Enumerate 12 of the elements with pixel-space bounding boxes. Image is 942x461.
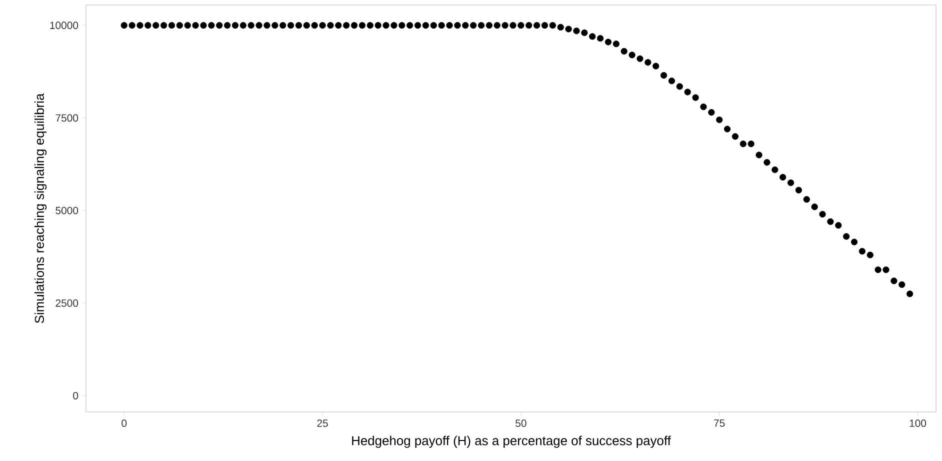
y-tick-label: 10000	[50, 22, 78, 30]
x-tick-label: 50	[516, 420, 526, 427]
y-axis-title: Simulations reaching signaling equilibria	[34, 93, 47, 324]
y-tick-label: 0	[73, 392, 78, 400]
x-tick-label: 100	[910, 420, 926, 427]
y-tick-label: 2500	[56, 299, 78, 307]
y-tick-label: 7500	[56, 114, 78, 122]
x-tick-label: 25	[317, 420, 328, 427]
x-axis-title: Hedgehog payoff (H) as a percentage of success payoff	[352, 436, 671, 448]
x-tick-label: 0	[122, 420, 127, 427]
x-tick-label: 75	[714, 420, 725, 427]
y-tick-label: 5000	[56, 206, 78, 214]
